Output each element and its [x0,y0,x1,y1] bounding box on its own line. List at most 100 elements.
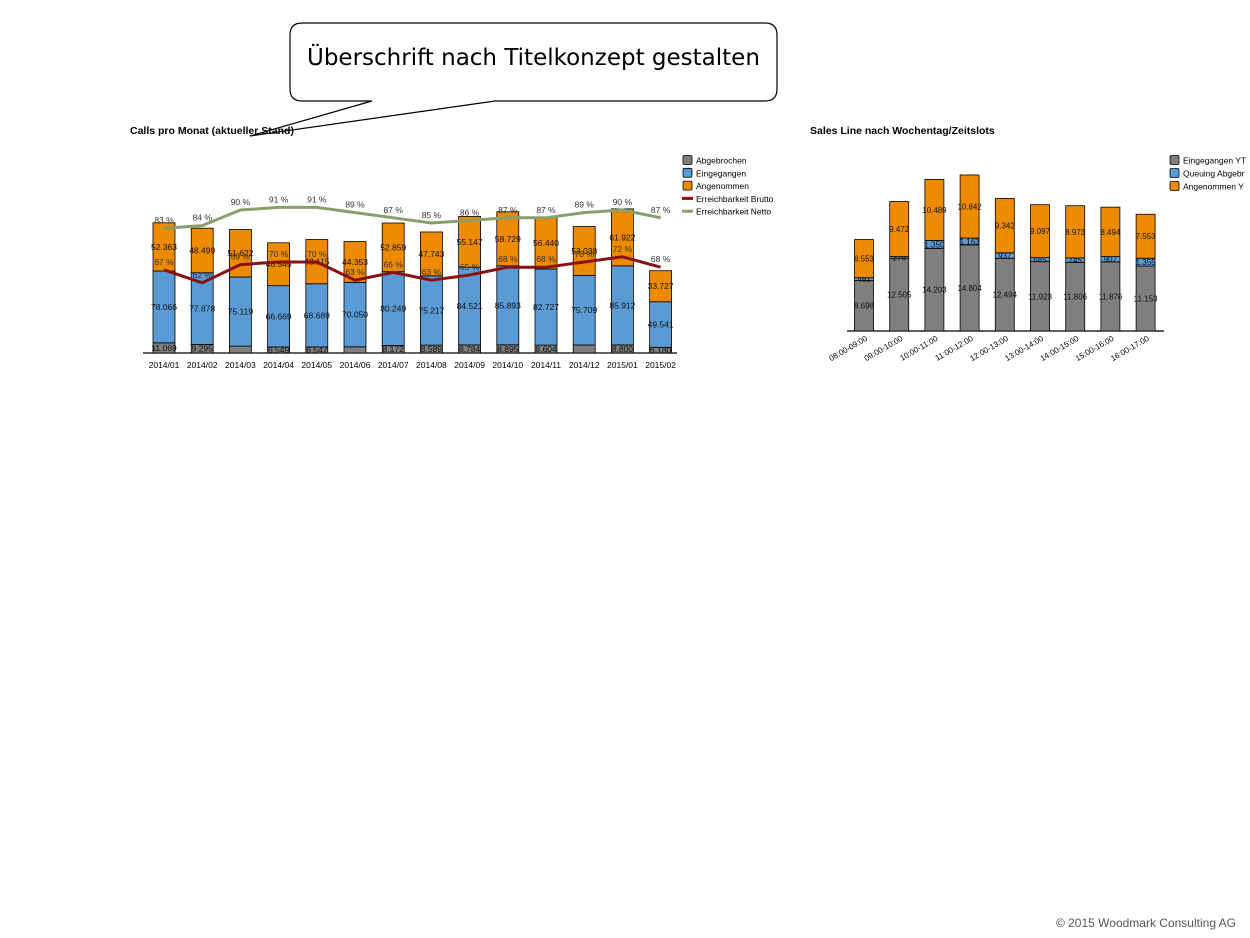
line-label-netto: 87 % [498,205,518,215]
data-label-eingegangen: 80.249 [380,304,406,314]
bar-angenommen-y-12:00-13:00 [994,198,1015,254]
x-tick-label: 2014/10 [492,360,523,370]
legend-swatch-eingegangen [682,167,693,178]
data-label-abgebrochen: 8.589 [421,344,443,354]
data-label-eingegangen: 75.119 [228,307,254,317]
line-brutto [163,255,661,285]
data-label-angenommen: 61.922 [609,232,635,242]
data-label-angenommen: 33.727 [648,281,674,291]
x-tick-label: 2014/02 [187,360,218,370]
callout-bubble [249,22,778,137]
data-label: 10.842 [957,203,982,212]
data-label-abgebrochen: 8.604 [535,344,557,354]
line-label-netto: 91 % [269,194,289,204]
data-label-abgebrochen: 8.784 [459,344,481,354]
x-tick-label: 10:00-11:00 [898,334,939,363]
data-label: 9.097 [1030,227,1051,236]
data-label: 11.923 [1028,292,1052,301]
line-label-netto: 85 % [422,210,442,220]
line-label-netto: 86 % [460,207,480,217]
legend-swatch-queuing-abgebr [1169,168,1180,178]
data-label: 937 [998,252,1012,261]
line-label-brutto: 66 % [384,259,404,269]
legend-label: Eingegangen YT [1183,156,1246,166]
data-label: 14.203 [922,286,947,295]
bar-angenommen-y-11:00-12:00 [959,174,980,239]
data-label-eingegangen: 84.521 [457,301,483,311]
data-label: 8.494 [1100,228,1121,237]
data-label: 11.876 [1098,292,1122,301]
data-label: 7.553 [1136,232,1157,241]
data-label-angenommen: 52.859 [380,242,406,252]
data-label-abgebrochen: 11.069 [151,343,177,353]
line-label-netto: 91 % [307,194,327,204]
data-label: 276 [893,253,907,262]
line-label-netto: 90 % [231,197,251,207]
legend-swatch-angenommen-y [1169,181,1180,191]
line-label-brutto: 62 % [193,270,213,280]
data-label: 1.355 [1136,258,1157,267]
data-label-abgebrochen: 8.172 [383,344,405,354]
legend-label: Erreichbarkeit Brutto [696,194,774,204]
data-label-abgebrochen: 6.547 [306,345,328,355]
data-label-abgebrochen: 9.295 [192,344,214,354]
line-netto [163,205,661,230]
data-label: 907 [1104,255,1118,264]
bar-angenommen-y-13:00-14:00 [1030,204,1050,259]
x-tick-label: 2014/12 [569,360,600,370]
data-label-angenommen: 47.743 [418,249,444,259]
line-label-netto: 84 % [193,213,213,223]
line-label-brutto: 70 % [307,249,327,259]
line-label-netto: 87 % [651,205,671,215]
data-label-angenommen: 56.440 [533,238,559,248]
callout-text: Überschrift nach Titelkonzept gestalten [307,45,760,71]
x-tick-label: 08:00-09:00 [828,334,870,363]
data-label: 14.804 [957,284,982,293]
line-label-netto: 89 % [345,200,365,210]
legend-swatch-eingegangen-yt [1169,155,1180,165]
x-tick-label: 2014/01 [149,360,180,370]
sales-line-chart: 8.698 461 6.553 08:00-09:00 12.505 276 9.472 09… [828,155,1246,363]
line-label-brutto: 63 % [345,267,365,277]
chart2-title: Sales Line nach Wochentag/Zeitslots [810,125,995,137]
legend-swatch-angenommen [682,180,693,191]
data-label-angenommen: 48.499 [189,245,215,255]
x-tick-label: 2014/05 [301,360,332,370]
legend-label: Eingegangen [696,168,746,178]
data-label-abgebrochen: 6.180 [650,345,672,355]
line-label-netto: 87 % [536,205,556,215]
data-label: 9.472 [889,225,910,234]
x-tick-label: 15:00-16:00 [1074,334,1116,363]
chart1-title: Calls pro Monat (aktueller Stand) [130,125,294,137]
data-label: 11.806 [1063,293,1087,302]
data-label-angenommen: 58.729 [495,234,521,244]
bar-angenommen-2014/08 [419,231,443,277]
data-label-eingegangen: 78.066 [151,302,177,312]
x-tick-label: 09:00-10:00 [863,334,905,363]
legend-label: Erreichbarkeit Netto [696,207,771,217]
data-label: 9.342 [995,222,1016,231]
bar-angenommen-y-15:00-16:00 [1100,206,1121,258]
bar-angenommen-2014/06 [343,241,367,283]
x-tick-label: 2014/08 [416,360,447,370]
bar-angenommen-y-10:00-11:00 [924,179,945,241]
data-label-eingegangen: 68.689 [304,310,330,320]
x-tick-label: 2014/09 [454,360,485,370]
legend-label: Angenommen [696,181,749,191]
line-label-brutto: 68 % [536,254,556,264]
data-label-abgebrochen: 6.549 [268,345,290,355]
data-label-angenommen: 53.038 [571,246,597,256]
data-label: 8.973 [1065,228,1086,237]
data-label-angenommen: 44.353 [342,257,368,267]
data-label: 685 [1033,256,1047,265]
x-tick-label: 2014/07 [378,360,409,370]
x-tick-label: 2014/03 [225,360,256,370]
x-tick-label: 13:00-14:00 [1004,334,1046,363]
bar-angenommen-2014/02 [190,227,214,274]
x-tick-label: 16:00-17:00 [1109,334,1151,363]
line-label-brutto: 69 % [231,252,251,262]
line-label-brutto: 63 % [422,267,442,277]
x-tick-label: 2014/04 [263,360,294,370]
data-label: 6.553 [854,255,875,264]
legend-label: Abgebrochen [696,156,747,166]
